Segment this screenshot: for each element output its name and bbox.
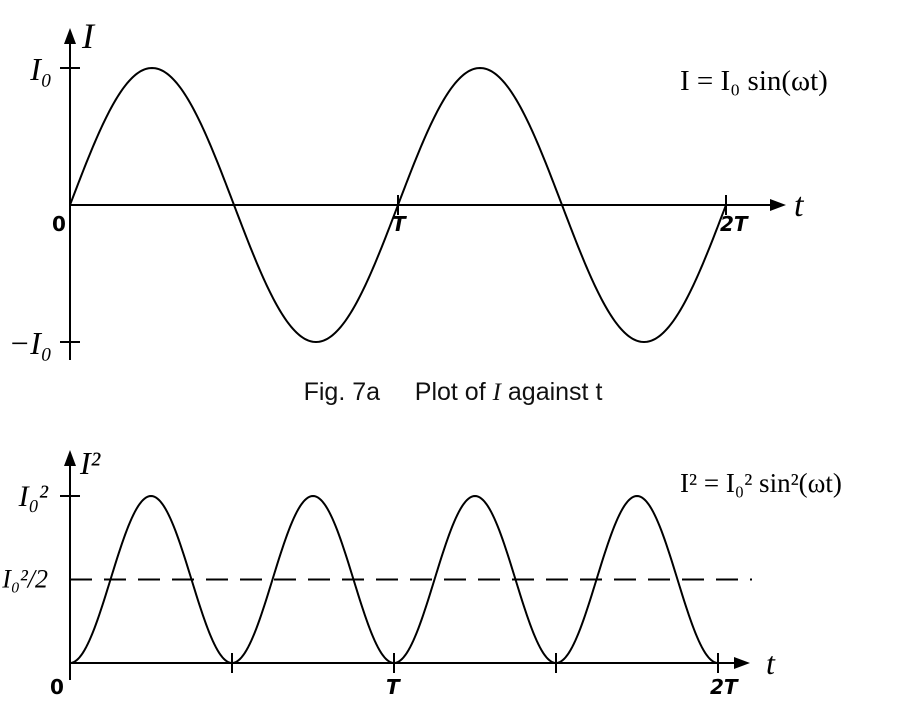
equation-label: I = I₀ sin(ωt)	[680, 65, 828, 97]
caption-var: I	[492, 379, 501, 406]
x-axis-arrow	[734, 657, 750, 669]
x-tick-label: 0	[52, 212, 66, 236]
caption-prefix: Fig. 7a	[303, 378, 381, 406]
y-tick-label: I₀²/2	[1, 565, 48, 594]
caption-text: Plot of	[414, 378, 493, 406]
y-tick-label: −I₀	[9, 325, 52, 361]
sine-curve	[69, 66, 727, 344]
chart-sine: 0 T 2T I₀ −I₀ I t I = I₀ sin(ωt)	[9, 16, 828, 361]
sine-squared-curve	[69, 494, 719, 665]
y-axis-label: I²	[79, 445, 102, 481]
equation-label: I² = I₀² sin²(ωt)	[680, 468, 842, 498]
chart-sine-squared: 0 T 2T I₀² I₀²/2 I² t I² = I₀² sin²(ωt)	[1, 445, 842, 699]
x-axis-label: t	[794, 187, 805, 224]
x-tick-label: T	[386, 675, 401, 699]
x-tick-label: 2T	[710, 675, 739, 699]
y-axis-label: I	[81, 16, 96, 56]
y-tick-label: I₀	[29, 51, 52, 87]
x-axis-label: t	[766, 645, 776, 681]
y-axis-arrow	[64, 450, 76, 466]
x-tick-label: T	[392, 212, 407, 236]
x-tick-label: 2T	[720, 212, 749, 236]
figure-caption: Fig. 7a Plot of I against t	[0, 378, 906, 407]
y-axis-arrow	[64, 28, 76, 44]
x-tick-label: 0	[50, 675, 64, 699]
y-tick-label: I₀²	[18, 480, 49, 513]
caption-suffix: against t	[500, 378, 603, 406]
x-axis-arrow	[770, 199, 786, 211]
